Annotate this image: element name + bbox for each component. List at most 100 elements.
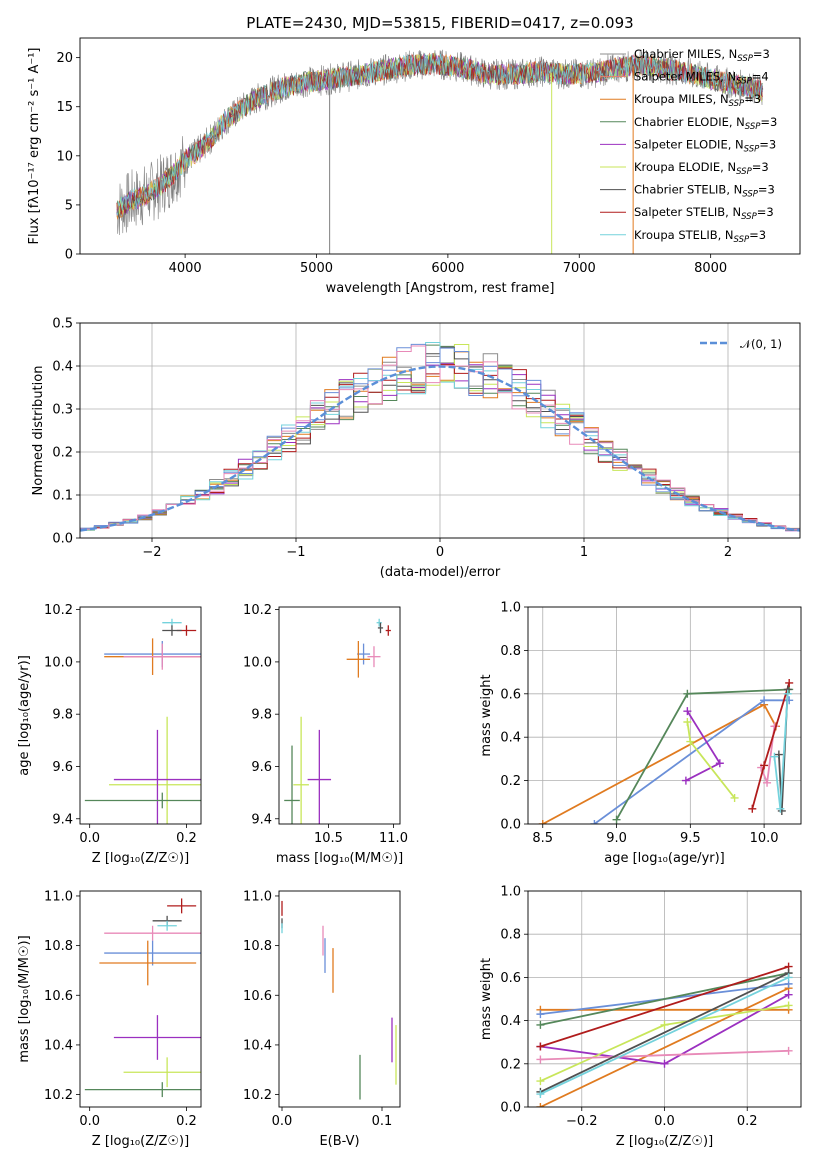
legend-label: Salpeter MILES, NSSP=4 (634, 70, 769, 87)
y-tick-label: 10.2 (44, 1088, 73, 1103)
weight-marker (538, 820, 547, 824)
y-tick-label: 0.8 (500, 644, 521, 659)
y-tick-label: 9.4 (52, 812, 73, 827)
x-tick-label: 0.0 (79, 831, 100, 846)
weight-line (540, 976, 789, 1095)
weight-line (540, 1049, 789, 1061)
y-tick-label: 10.0 (243, 655, 272, 670)
weight-marker (770, 752, 779, 761)
weight-marker (536, 1010, 545, 1019)
weight-marker (784, 990, 793, 999)
weight-marker (590, 820, 599, 824)
panel-weight_vs_Z: −0.2 0.0 0.2 0.0 0.2 0.4 0.6 0.8 1.0 Z [log₁₀(Z/Z… (479, 885, 802, 1149)
x-tick-label: 8000 (694, 261, 727, 276)
axes-frame (79, 606, 202, 825)
x-tick-label: 2 (724, 545, 732, 560)
y-tick-label: 5 (65, 198, 73, 213)
x-axis-label: E(B-V) (319, 1134, 359, 1149)
y-tick-label: 0.3 (52, 403, 73, 418)
legend-label: Salpeter STELIB, NSSP=3 (634, 205, 774, 222)
weight-marker (536, 1103, 545, 1107)
legend-label: Kroupa STELIB, NSSP=3 (634, 228, 766, 245)
y-tick-label: 9.6 (52, 760, 73, 775)
panel-residuals: −2 −1 0 1 2 0.0 0.1 0.2 0.3 0.4 0.5 (data-model)/er… (31, 317, 801, 580)
x-axis-label: (data-model)/error (380, 565, 501, 580)
x-axis-label: age [log₁₀(age/yr)] (604, 851, 725, 866)
y-tick-label: 10.8 (44, 939, 73, 954)
weight-line (540, 972, 789, 1026)
weight-marker (760, 696, 769, 705)
gaussian-curve (80, 365, 800, 532)
x-tick-label: −2 (142, 545, 161, 560)
panel-age_vs_mass: 10.5 11.0 9.4 9.6 9.8 10.0 10.2 mass [log₁₀(M/M… (243, 603, 408, 866)
weight-line (540, 972, 789, 1093)
legend-label: Chabrier MILES, NSSP=3 (634, 47, 770, 64)
y-axis-label: age [log₁₀(age/yr)] (17, 655, 32, 776)
x-tick-label: 9.0 (606, 831, 627, 846)
legend-label: Kroupa ELODIE, NSSP=3 (634, 160, 769, 177)
axes-frame (79, 890, 202, 1108)
plot-area (284, 618, 391, 824)
x-tick-label: 0.0 (272, 1114, 293, 1129)
model-line (116, 53, 763, 217)
y-tick-label: 0.0 (52, 532, 73, 547)
plot-area (80, 342, 800, 532)
panel-weight_vs_age: 8.5 9.0 9.5 10.0 0.0 0.2 0.4 0.6 0.8 1.0 age [log₁… (479, 601, 802, 866)
y-tick-label: 9.8 (52, 708, 73, 723)
histogram-step (80, 343, 800, 530)
legend-label: 𝒩(0, 1) (740, 337, 782, 351)
y-tick-label: 0.6 (500, 687, 521, 702)
y-tick-label: 0.1 (52, 489, 73, 504)
x-tick-label: 5000 (300, 261, 333, 276)
y-tick-label: 1.0 (500, 885, 521, 900)
panel-mass_vs_ebv: 0.0 0.1 10.2 10.4 10.6 10.8 11.0 E(B-V) (243, 889, 401, 1149)
weight-marker (783, 689, 792, 698)
y-axis-label: mass weight (479, 958, 494, 1040)
weight-marker (776, 804, 785, 813)
x-tick-label: 10.0 (750, 831, 779, 846)
x-tick-label: 10.5 (314, 831, 343, 846)
x-tick-label: 11.0 (379, 831, 408, 846)
y-tick-label: 0.4 (500, 731, 521, 746)
x-tick-label: 0.2 (176, 831, 197, 846)
weight-marker (784, 973, 793, 982)
x-tick-label: 8.5 (532, 831, 553, 846)
axes-frame (79, 322, 801, 539)
weight-marker (612, 815, 621, 824)
x-axis-label: mass [log₁₀(M/M☉)] (276, 851, 403, 866)
weight-marker (683, 689, 692, 698)
y-tick-label: 0.2 (500, 1057, 521, 1072)
x-tick-label: 0.2 (176, 1114, 197, 1129)
y-tick-label: 10.2 (243, 603, 272, 618)
y-axis-label: Flux [fλ10⁻¹⁷ erg cm⁻² s⁻¹ A⁻¹] (27, 48, 42, 245)
weight-marker (785, 678, 794, 687)
y-tick-label: 0.2 (52, 446, 73, 461)
y-tick-label: 10.4 (44, 1038, 73, 1053)
y-tick-label: 9.8 (251, 708, 272, 723)
x-tick-label: 6000 (431, 261, 464, 276)
y-tick-label: 9.6 (251, 760, 272, 775)
weight-marker (686, 737, 695, 746)
weight-marker (730, 793, 739, 802)
y-tick-label: 15 (56, 100, 73, 115)
weight-marker (763, 778, 772, 787)
y-tick-label: 10.2 (243, 1088, 272, 1103)
weight-marker (536, 1090, 545, 1099)
weight-marker (784, 1046, 793, 1055)
x-tick-label: 0.1 (372, 1114, 393, 1129)
y-tick-label: 20 (56, 51, 73, 66)
panel-spectrum: 4000 5000 6000 7000 8000 0 5 10 15 20 wavelength [… (27, 14, 801, 296)
y-tick-label: 1.0 (500, 601, 521, 616)
weight-marker (748, 804, 757, 813)
plot-area (538, 678, 794, 824)
y-tick-label: 9.4 (251, 812, 272, 827)
y-axis-label: Normed distribution (31, 366, 46, 496)
x-tick-label: 1 (580, 545, 588, 560)
x-tick-label: 9.5 (680, 831, 701, 846)
weight-marker (683, 718, 692, 727)
axes-frame (278, 890, 401, 1108)
weight-marker (660, 1059, 669, 1068)
x-tick-label: −0.2 (566, 1114, 598, 1129)
weight-marker (536, 1077, 545, 1086)
